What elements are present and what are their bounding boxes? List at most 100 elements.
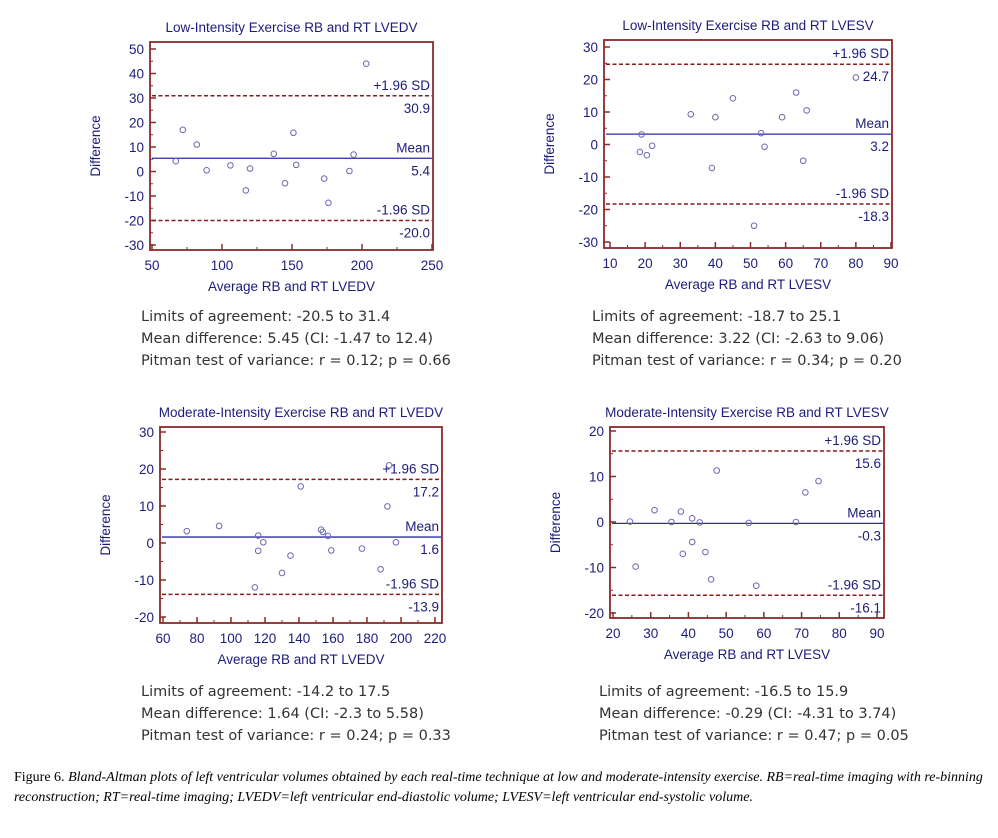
y-tick-label: 20 <box>589 424 604 439</box>
data-point <box>668 518 675 526</box>
y-tick-label: 30 <box>583 40 598 55</box>
y-tick-label: -10 <box>578 170 598 185</box>
data-point <box>815 477 822 485</box>
data-point <box>852 74 860 81</box>
x-tick-label: 120 <box>254 631 277 646</box>
x-tick-label: 140 <box>288 631 311 646</box>
reference-line-value: -20.0 <box>399 226 430 241</box>
y-tick-label: -10 <box>124 189 144 204</box>
data-point <box>172 157 180 165</box>
x-tick-label: 20 <box>638 256 653 271</box>
stats-moderate-lvesv: Limits of agreement: -16.5 to 15.9 Mean … <box>599 681 909 747</box>
stats-low-lvedv: Limits of agreement: -20.5 to 31.4 Mean … <box>141 306 451 372</box>
data-point <box>260 538 267 546</box>
y-tick-label: -20 <box>584 606 604 621</box>
x-tick-label: 180 <box>356 631 379 646</box>
data-point <box>679 550 687 558</box>
y-tick-label: 0 <box>136 165 144 180</box>
stats-low-lvesv: Limits of agreement: -18.7 to 25.1 Mean … <box>592 306 902 372</box>
data-point <box>246 165 254 172</box>
data-point <box>290 129 297 137</box>
y-axis-label: Difference <box>542 113 557 174</box>
pitman-test: Pitman test of variance: r = 0.24; p = 0… <box>141 728 451 744</box>
x-tick-label: 50 <box>719 626 734 641</box>
data-point <box>761 143 768 151</box>
data-point <box>281 179 289 187</box>
data-point <box>636 148 644 156</box>
y-axis-label: Difference <box>98 494 113 555</box>
data-point <box>651 506 658 514</box>
reference-line-label: -1.96 SD <box>377 203 431 218</box>
y-tick-label: 20 <box>139 462 154 477</box>
data-point <box>687 110 695 118</box>
data-point <box>287 552 294 559</box>
data-point <box>792 518 800 526</box>
chart-low-lvesv: Low-Intensity Exercise RB and RT LVESV -3… <box>542 18 899 292</box>
reference-line-value: -18.3 <box>858 209 889 224</box>
y-tick-label: 10 <box>139 499 154 514</box>
plot-frame <box>149 41 434 251</box>
reference-line-label: -1.96 SD <box>828 577 882 592</box>
stats-moderate-lvedv: Limits of agreement: -14.2 to 17.5 Mean … <box>141 681 451 747</box>
x-tick-label: 70 <box>813 256 828 271</box>
data-point <box>753 582 760 589</box>
data-point <box>729 95 737 102</box>
x-axis-label: Average RB and RT LVEDV <box>217 652 384 667</box>
reference-line-value: 15.6 <box>855 456 881 471</box>
y-tick-label: -20 <box>578 203 598 218</box>
reference-line-label: Mean <box>855 116 889 131</box>
data-point <box>688 515 696 522</box>
y-tick-label: 30 <box>129 91 144 106</box>
data-point <box>324 532 332 540</box>
data-point <box>215 522 223 530</box>
data-point <box>227 162 234 169</box>
x-tick-label: 100 <box>220 631 243 646</box>
x-tick-label: 80 <box>832 626 847 641</box>
reference-line-value: 24.7 <box>863 69 889 84</box>
chart-moderate-lvesv: Moderate-Intensity Exercise RB and RT LV… <box>548 405 889 662</box>
figure-label: Figure 6. <box>14 770 65 785</box>
pitman-test: Pitman test of variance: r = 0.12; p = 0… <box>141 353 451 369</box>
x-tick-label: 10 <box>602 256 617 271</box>
data-point <box>270 150 278 158</box>
limits-of-agreement: Limits of agreement: -20.5 to 31.4 <box>141 309 391 325</box>
x-tick-label: 80 <box>848 256 863 271</box>
x-tick-label: 200 <box>390 631 413 646</box>
y-tick-label: -10 <box>134 573 154 588</box>
data-point <box>328 547 335 554</box>
data-point <box>688 538 696 546</box>
y-axis-label: Difference <box>88 115 103 176</box>
y-axis-label: Difference <box>548 492 563 553</box>
data-point <box>325 199 332 207</box>
x-tick-label: 90 <box>883 256 898 271</box>
data-point <box>362 60 370 68</box>
y-tick-label: 50 <box>129 42 144 57</box>
x-tick-label: 50 <box>144 258 159 273</box>
reference-line-label: +1.96 SD <box>832 46 889 61</box>
data-point <box>648 142 656 150</box>
chart-title: Moderate-Intensity Exercise RB and RT LV… <box>159 405 443 420</box>
data-point <box>713 467 721 474</box>
x-tick-label: 20 <box>605 626 620 641</box>
mean-difference: Mean difference: 1.64 (CI: -2.3 to 5.58) <box>141 706 424 722</box>
data-point <box>802 489 809 496</box>
data-point <box>385 462 393 469</box>
reference-line-value: 30.9 <box>404 101 430 116</box>
data-point <box>799 157 807 165</box>
data-point <box>702 548 709 556</box>
reference-line-value: -0.3 <box>858 528 881 543</box>
data-point <box>242 187 250 194</box>
data-point <box>346 167 353 175</box>
mean-difference: Mean difference: -0.29 (CI: -4.31 to 3.7… <box>599 706 897 722</box>
x-tick-label: 80 <box>189 631 204 646</box>
data-point <box>708 164 716 172</box>
reference-line-value: -16.1 <box>850 600 881 615</box>
x-axis-label: Average RB and RT LVESV <box>665 277 831 292</box>
data-point <box>350 151 357 158</box>
data-point <box>696 519 704 526</box>
data-point <box>392 538 400 546</box>
data-point <box>203 166 210 174</box>
y-tick-label: 0 <box>590 138 598 153</box>
reference-line-value: 3.2 <box>870 139 889 154</box>
data-point <box>750 222 758 230</box>
